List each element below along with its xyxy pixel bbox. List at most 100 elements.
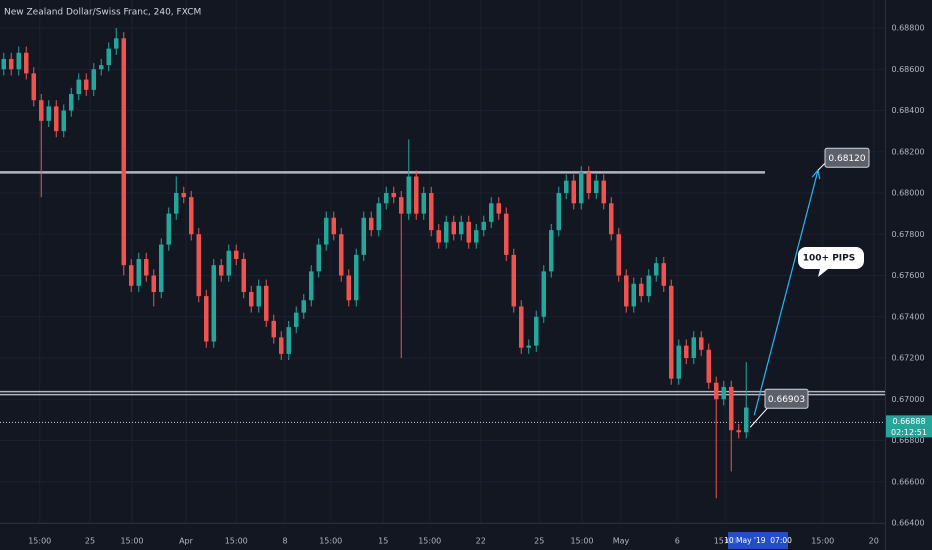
candle-body xyxy=(639,283,644,297)
candle-body xyxy=(361,217,366,255)
note-bubble xyxy=(798,247,864,277)
candle-body xyxy=(714,382,719,400)
entry-label: 0.66903 xyxy=(768,395,805,405)
x-tick-label: 15:00 xyxy=(418,537,441,546)
candle-body xyxy=(24,52,29,74)
candle-body xyxy=(204,296,209,342)
candle-body xyxy=(211,265,216,342)
x-tick-label: 15:00 xyxy=(714,537,737,546)
candle-body xyxy=(241,259,246,292)
candle-body xyxy=(684,345,689,358)
candle-body xyxy=(384,193,389,204)
candle-body xyxy=(219,265,224,276)
candle-body xyxy=(421,193,426,214)
crosshair-time-label: 10 May '19 07:00 xyxy=(724,536,792,545)
x-tick-label: 15:00 xyxy=(570,537,593,546)
y-tick-label: 0.67800 xyxy=(891,230,924,239)
candle-body xyxy=(609,203,614,235)
x-tick-label: 8 xyxy=(282,537,287,546)
candle-body xyxy=(474,230,479,243)
candle-body xyxy=(279,337,284,354)
y-tick-label: 0.68000 xyxy=(891,189,924,198)
candle-body xyxy=(316,244,321,272)
x-tick-label: Apr xyxy=(179,537,194,546)
candle-body xyxy=(706,349,711,383)
candle-body xyxy=(504,213,509,255)
x-tick-label: 22 xyxy=(476,537,486,546)
chart-title: New Zealand Dollar/Swiss Franc, 240, FXC… xyxy=(4,8,201,18)
y-tick-label: 0.68800 xyxy=(891,24,924,33)
candle-body xyxy=(729,386,734,431)
candle-body xyxy=(564,180,569,193)
y-tick-label: 0.66600 xyxy=(891,477,924,486)
candle-body xyxy=(144,259,149,276)
x-tick-label: 6 xyxy=(675,537,680,546)
x-tick-label: 15:00 xyxy=(319,537,342,546)
candle-body xyxy=(324,217,329,245)
y-tick-label: 0.68200 xyxy=(891,147,924,156)
last-price-badge xyxy=(886,415,932,438)
candle-body xyxy=(646,275,651,297)
y-tick-label: 0.68400 xyxy=(891,106,924,115)
candle-body xyxy=(39,100,44,121)
candle-body xyxy=(309,271,314,301)
candle-body xyxy=(594,180,599,193)
x-tick-label: 25 xyxy=(85,537,95,546)
candle-body xyxy=(654,263,659,276)
axes: 0.68800 0.68600 0.68400 0.68200 0.68000 0.678… xyxy=(28,24,932,549)
candle-body xyxy=(631,283,636,307)
projection-arrow xyxy=(753,170,819,416)
candle-body xyxy=(249,292,254,307)
levels xyxy=(0,171,885,423)
candle-body xyxy=(436,230,441,243)
candle-body xyxy=(691,337,696,358)
candle-body xyxy=(519,306,524,348)
candle-body xyxy=(76,79,81,94)
candle-body xyxy=(99,65,104,70)
candle-body xyxy=(736,430,741,433)
candle-body xyxy=(541,271,546,317)
candle-body xyxy=(451,221,456,235)
target-label: 0.68120 xyxy=(828,154,865,164)
x-tick-label: 15:00 xyxy=(120,537,143,546)
candle-body xyxy=(121,38,126,266)
x-tick-label: May xyxy=(613,537,630,546)
candle-body xyxy=(31,73,36,101)
candle-body xyxy=(181,193,186,198)
crosshair-time-badge xyxy=(728,532,788,549)
candle-body xyxy=(429,193,434,231)
candle-body xyxy=(549,230,554,272)
candle-body xyxy=(331,217,336,235)
x-tick-label: 15:00 xyxy=(225,537,248,546)
grid xyxy=(0,0,885,524)
candle-body xyxy=(459,221,464,235)
candle-body xyxy=(1,58,6,70)
x-tick-label: 15 xyxy=(378,537,388,546)
candle-body xyxy=(526,345,531,348)
x-tick-label: 20 xyxy=(869,537,879,546)
y-tick-label: 0.66400 xyxy=(891,519,924,528)
candle-body xyxy=(114,38,119,49)
candle-body xyxy=(489,203,494,222)
candle-body xyxy=(676,345,681,379)
candle-body xyxy=(61,110,66,132)
candle-body xyxy=(601,180,606,204)
candle-body xyxy=(136,259,141,286)
candle-body xyxy=(661,263,666,286)
candle-body xyxy=(391,193,396,198)
x-tick-label: 25 xyxy=(534,537,544,546)
candle-body xyxy=(466,221,471,243)
candle-body xyxy=(166,213,171,245)
candle-body xyxy=(414,176,419,214)
candle-body xyxy=(744,407,749,433)
candle-body xyxy=(556,193,561,231)
candle-body xyxy=(301,300,306,313)
y-tick-label: 0.67600 xyxy=(891,271,924,280)
candle-body xyxy=(256,285,261,307)
candle-body xyxy=(669,285,674,379)
candle-body xyxy=(624,275,629,307)
candle-body xyxy=(354,254,359,301)
candle-body xyxy=(721,386,726,400)
y-tick-label: 0.67000 xyxy=(891,395,924,404)
